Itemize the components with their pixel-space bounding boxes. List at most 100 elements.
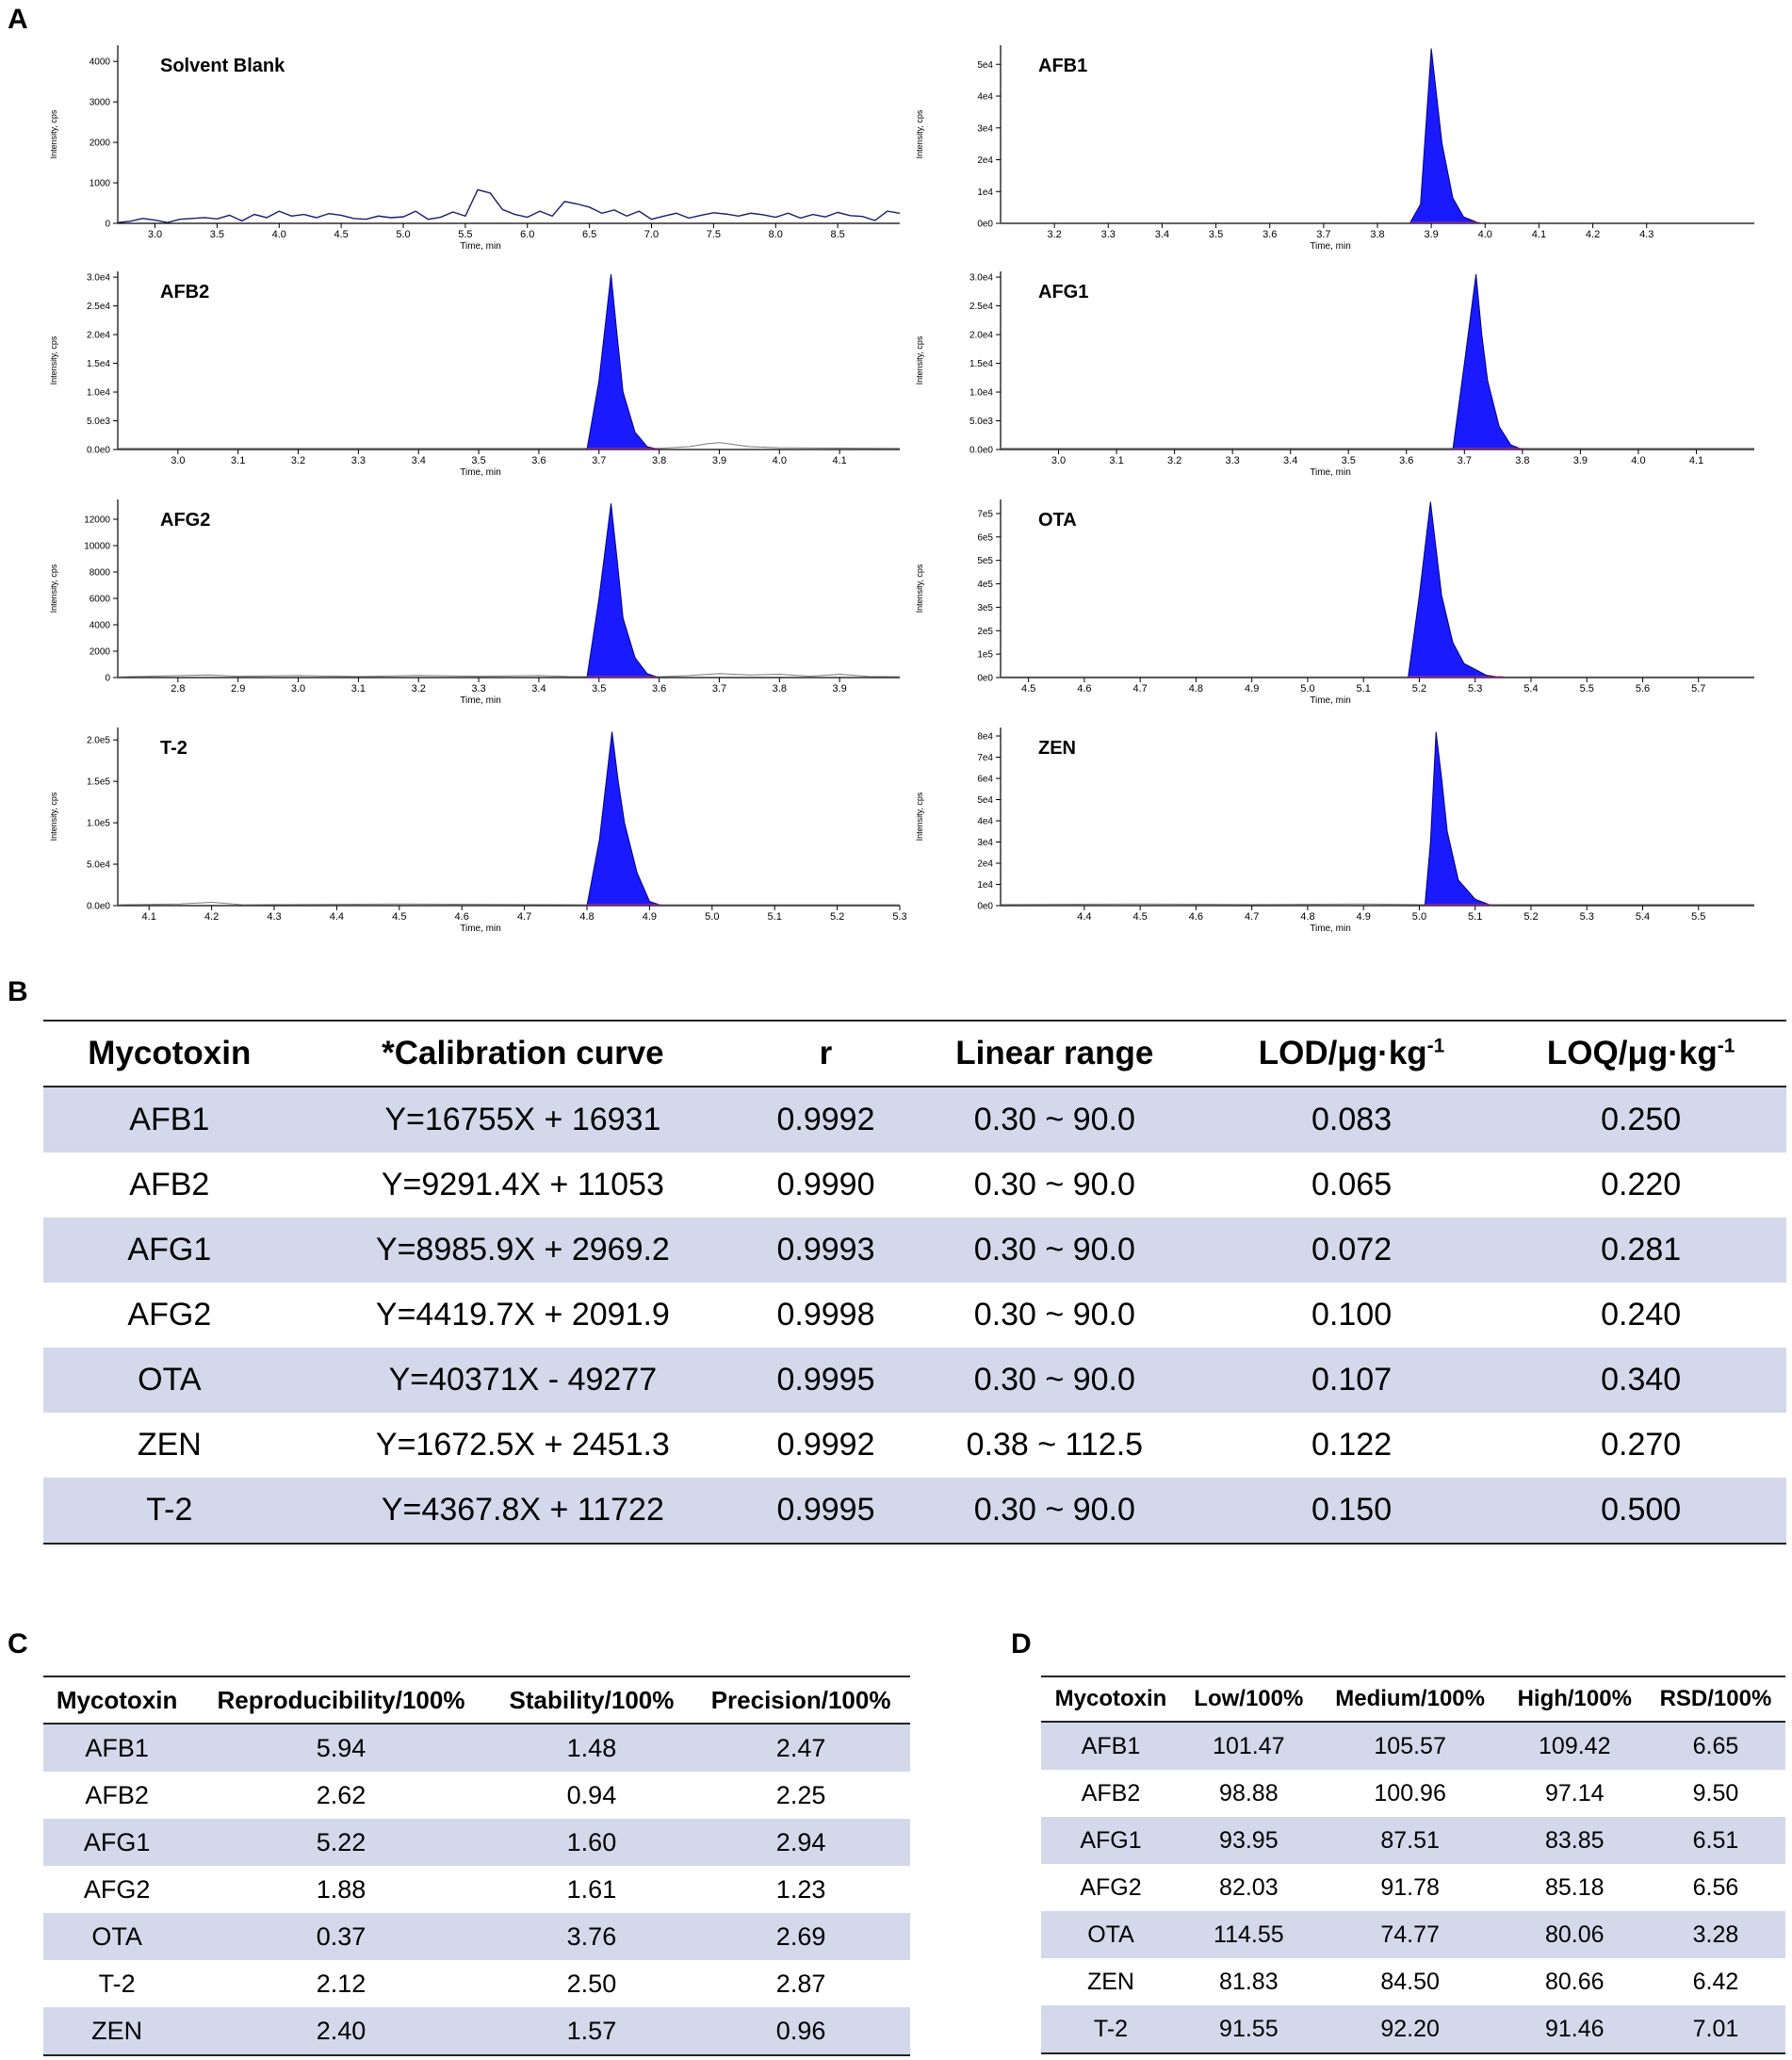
- table-row: AFB2 2.62 0.94 2.25: [43, 1772, 910, 1819]
- table-row: AFB1 101.47 105.57 109.42 6.65: [1041, 1722, 1785, 1770]
- table-cell: OTA: [43, 1913, 191, 1960]
- y-tick-label: 3.0e4: [969, 273, 993, 284]
- table-cell: 9.50: [1692, 1779, 1739, 1807]
- y-tick-label: 1.0e5: [87, 819, 110, 829]
- x-tick-label: 4.9: [1357, 911, 1371, 923]
- table-cell: 0.30 ~ 90.0: [973, 1297, 1135, 1332]
- x-tick-label: 7.0: [644, 229, 659, 240]
- header-lod: LOD/μg·kg-1: [1207, 1021, 1496, 1087]
- x-tick-label: 3.3: [351, 455, 366, 466]
- x-tick-label: 3.9: [1573, 455, 1588, 466]
- x-tick-label: 4.1: [833, 455, 847, 466]
- x-tick-label: 4.9: [643, 911, 657, 923]
- table-cell: 0.220: [1601, 1167, 1682, 1202]
- x-axis-label: Time, min: [1310, 924, 1351, 934]
- y-tick-label: 4000: [90, 57, 111, 68]
- x-axis-label: Time, min: [460, 695, 501, 706]
- y-tick-label: 8e4: [977, 732, 993, 743]
- y-tick-label: 7e5: [977, 509, 993, 519]
- table-cell: 91.55: [1180, 2005, 1317, 2053]
- x-tick-label: 5.5: [1580, 683, 1594, 695]
- table-cell: OTA: [1041, 1911, 1181, 1958]
- x-tick-label: 3.6: [1399, 455, 1413, 466]
- table-cell: 85.18: [1544, 1873, 1605, 1901]
- table-cell: AFG1: [1041, 1817, 1181, 1864]
- x-tick-label: 4.4: [1077, 911, 1091, 923]
- table-cell: 2.62: [316, 1780, 367, 1809]
- x-tick-label: 3.8: [652, 455, 666, 466]
- chart-title: AFG2: [160, 510, 210, 531]
- table-cell: Y=9291.4X + 11053: [381, 1167, 664, 1202]
- x-tick-label: 4.2: [1586, 229, 1600, 240]
- y-tick-label: 2e4: [977, 155, 993, 166]
- table-cell: ZEN: [137, 1427, 202, 1463]
- y-tick-label: 8000: [90, 568, 111, 579]
- x-tick-label: 5.2: [1523, 911, 1538, 923]
- y-axis-label: Intensity, cps: [49, 792, 58, 841]
- peak-area: [1409, 48, 1480, 224]
- x-tick-label: 3.6: [652, 683, 666, 695]
- y-tick-label: 4e5: [977, 580, 993, 590]
- header-precision: Precision/100%: [692, 1676, 910, 1725]
- y-tick-label: 2e4: [977, 859, 993, 870]
- x-tick-label: 4.5: [1021, 683, 1035, 695]
- panel-label-d: D: [1011, 1628, 1032, 1659]
- y-tick-label: 0e0: [977, 220, 993, 230]
- table-cell: 83.85: [1503, 1817, 1646, 1864]
- table-cell: 0.9995: [750, 1478, 902, 1544]
- table-row: AFB1 5.94 1.48 2.47: [43, 1724, 910, 1772]
- table-cell: 2.87: [775, 1969, 826, 1998]
- table-cell: 0.270: [1601, 1427, 1682, 1463]
- x-tick-label: 3.0: [291, 683, 305, 695]
- x-tick-label: 3.4: [412, 455, 426, 466]
- y-tick-label: 2e5: [977, 627, 993, 637]
- y-tick-label: 1000: [90, 179, 111, 189]
- header-lod-sup: -1: [1426, 1035, 1445, 1057]
- x-tick-label: 4.8: [579, 911, 594, 923]
- y-tick-label: 3e5: [977, 603, 993, 613]
- table-cell: 84.50: [1380, 1968, 1440, 1995]
- table-cell: 0.37: [190, 1913, 492, 1960]
- x-tick-label: 3.4: [1155, 229, 1169, 240]
- header-loq-label: LOQ/μg·kg: [1546, 1035, 1718, 1071]
- x-tick-label: 3.1: [1109, 455, 1123, 466]
- y-tick-label: 0.0e0: [87, 902, 110, 912]
- y-axis-label: Intensity, cps: [49, 109, 58, 158]
- y-tick-label: 12000: [84, 515, 110, 526]
- table-cell: 0.9992: [776, 1427, 875, 1463]
- y-tick-label: 2.0e4: [969, 331, 993, 341]
- x-tick-label: 6.5: [582, 229, 596, 240]
- x-tick-label: 3.9: [833, 683, 847, 695]
- table-cell: AFB2: [1081, 1779, 1141, 1807]
- table-cell: 0.9992: [750, 1087, 902, 1153]
- table-cell: 5.22: [190, 1819, 492, 1866]
- table-cell: 81.83: [1219, 1968, 1279, 1995]
- peak-area: [1424, 731, 1492, 907]
- x-tick-label: 4.1: [1532, 229, 1546, 240]
- x-tick-label: 3.8: [1370, 229, 1384, 240]
- peak-area: [586, 273, 660, 450]
- chart-title: OTA: [1038, 510, 1077, 531]
- x-tick-label: 3.8: [773, 683, 787, 695]
- x-tick-label: 3.9: [1424, 229, 1438, 240]
- x-tick-label: 5.0: [396, 229, 410, 240]
- y-tick-label: 7e4: [977, 753, 993, 763]
- table-cell: 0.30 ~ 90.0: [901, 1478, 1208, 1544]
- x-tick-label: 3.5: [471, 455, 485, 466]
- chart-title: AFB2: [160, 282, 209, 302]
- x-tick-label: 4.8: [1189, 683, 1203, 695]
- table-cell: AFG2: [1080, 1873, 1142, 1901]
- header-mycotoxin: Mycotoxin: [1041, 1676, 1181, 1723]
- table-cell: 0.30 ~ 90.0: [973, 1167, 1135, 1202]
- recovery-table: Mycotoxin Low/100% Medium/100% High/100%…: [1041, 1676, 1785, 2054]
- x-tick-label: 2.9: [231, 683, 245, 695]
- table-cell: ZEN: [1086, 1968, 1134, 1995]
- y-tick-label: 2.5e4: [969, 302, 993, 312]
- table-cell: 109.42: [1503, 1722, 1646, 1770]
- x-tick-label: 3.1: [351, 683, 366, 695]
- y-tick-label: 5e4: [977, 60, 993, 71]
- header-calibration-curve: *Calibration curve: [295, 1021, 751, 1087]
- table-cell: 0.500: [1495, 1478, 1786, 1544]
- x-tick-label: 3.6: [1263, 229, 1277, 240]
- y-tick-label: 0: [105, 220, 110, 230]
